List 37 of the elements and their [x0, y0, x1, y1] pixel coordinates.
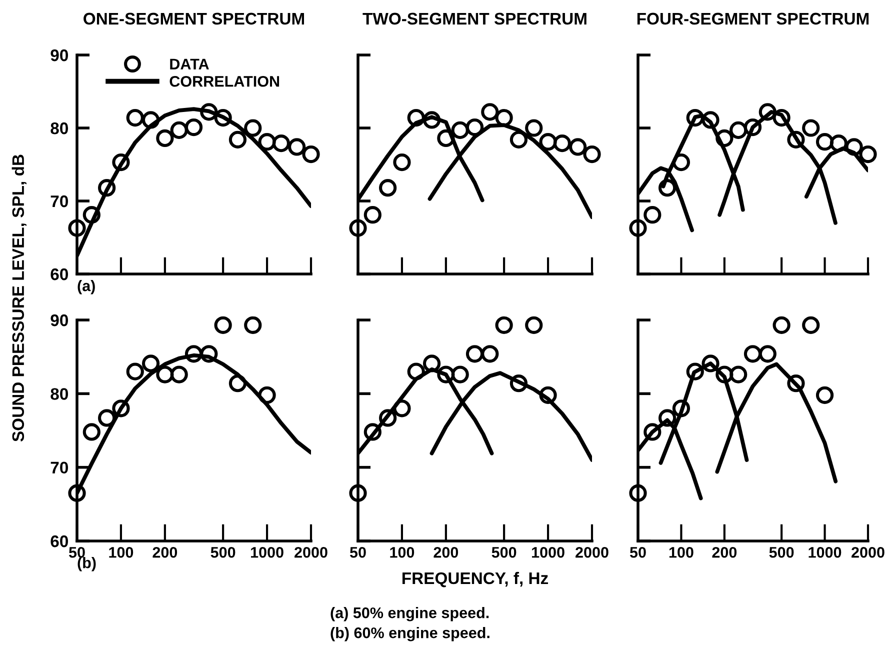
x-tick-label: 50 [68, 546, 85, 558]
x-tick-label: 2000 [852, 546, 884, 558]
x-tick-label: 200 [152, 546, 178, 558]
y-tick-label: 60 [50, 535, 68, 548]
text: (b) 60% engine speed. [330, 627, 490, 642]
text: (b) [78, 557, 96, 572]
x-tick-label: 100 [390, 546, 414, 558]
x-tick-label: 100 [109, 546, 134, 558]
x-tick-label: 100 [669, 546, 694, 558]
x-tick-label: 500 [492, 546, 516, 558]
chart-title: FOUR-SEGMENT SPECTRUM [637, 12, 869, 25]
x-axis-title: FREQUENCY, f, Hz [402, 572, 548, 588]
chart-title: TWO-SEGMENT SPECTRUM [362, 12, 586, 25]
x-tick-label: 1000 [532, 546, 564, 558]
text: (a) 50% engine speed. [330, 607, 489, 622]
x-tick-label: 2000 [294, 546, 328, 558]
y-tick-label: 70 [50, 195, 68, 208]
x-tick-label: 2000 [576, 546, 608, 558]
chart-title: ONE-SEGMENT SPECTRUM [84, 12, 304, 25]
x-tick-label: 1000 [251, 546, 284, 558]
x-tick-label: 50 [630, 546, 646, 558]
legend-label: DATA [170, 58, 209, 70]
y-axis-title: SOUND PRESSURE LEVEL, SPL, dB [12, 154, 26, 442]
y-tick-label: 90 [50, 49, 68, 62]
y-tick-label: 80 [50, 122, 68, 134]
x-tick-label: 500 [769, 546, 794, 558]
x-tick-label: 500 [210, 546, 236, 558]
legend-label: CORRELATION [170, 76, 280, 87]
x-tick-label: 200 [712, 546, 737, 558]
y-tick-label: 90 [50, 314, 68, 326]
text: (a) [78, 280, 95, 294]
x-tick-label: 200 [434, 546, 458, 558]
y-tick-label: 80 [50, 388, 68, 400]
x-tick-label: 1000 [808, 546, 842, 558]
y-tick-label: 70 [50, 462, 68, 474]
x-tick-label: 50 [350, 546, 366, 558]
y-tick-label: 60 [50, 268, 68, 280]
